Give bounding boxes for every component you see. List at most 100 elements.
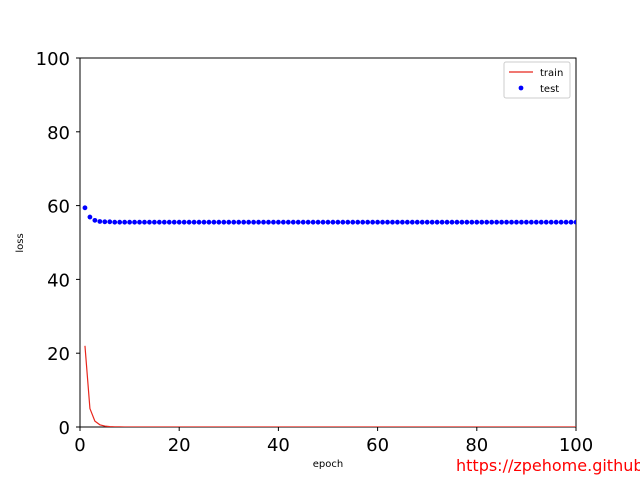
data-point-test	[261, 219, 266, 225]
data-point-test	[414, 219, 420, 225]
data-point-test	[548, 219, 554, 225]
data-point-test	[330, 219, 336, 225]
data-point-test	[276, 219, 281, 225]
y-axis: 0 20 40 60 80 100	[36, 49, 80, 439]
data-point-test	[528, 219, 534, 225]
data-point-test	[365, 219, 371, 225]
data-point-test	[216, 219, 222, 225]
data-point-test	[419, 219, 425, 225]
x-tick-label: 80	[465, 435, 488, 456]
data-point-test	[449, 219, 455, 225]
data-point-test	[504, 219, 509, 225]
data-point-test	[533, 219, 539, 225]
data-point-test	[558, 219, 564, 225]
data-point-test	[335, 219, 341, 225]
data-point-test	[340, 219, 346, 225]
data-point-test	[161, 219, 167, 225]
data-point-test	[524, 219, 529, 225]
data-point-test	[360, 219, 366, 225]
data-layer	[82, 205, 576, 427]
data-point-test	[117, 219, 123, 225]
data-point-test	[147, 219, 152, 225]
data-point-test	[290, 219, 296, 225]
data-point-test	[380, 219, 385, 225]
data-point-test	[176, 219, 182, 225]
data-point-test	[221, 219, 227, 225]
data-point-test	[102, 219, 108, 225]
data-point-test	[87, 214, 93, 220]
x-tick-label: 40	[267, 435, 290, 456]
data-point-test	[459, 219, 465, 225]
data-point-test	[211, 219, 217, 225]
y-tick-label: 80	[47, 123, 70, 144]
legend-test-label: test	[540, 84, 559, 95]
data-point-test	[568, 219, 574, 225]
data-point-test	[499, 219, 504, 225]
data-point-test	[122, 219, 128, 225]
data-point-test	[156, 219, 162, 225]
data-point-test	[191, 219, 197, 225]
data-point-test	[400, 219, 405, 225]
data-point-test	[464, 219, 470, 225]
data-point-test	[404, 219, 410, 225]
y-tick-label: 20	[47, 344, 70, 365]
data-point-test	[295, 219, 301, 225]
data-point-test	[132, 219, 137, 225]
data-point-test	[241, 219, 247, 225]
data-point-test	[181, 219, 187, 225]
data-point-test	[409, 219, 415, 225]
data-point-test	[97, 219, 103, 224]
data-point-test	[509, 219, 514, 225]
data-point-test	[429, 219, 435, 225]
data-point-test	[305, 219, 311, 225]
data-point-test	[166, 219, 172, 225]
data-point-test	[137, 219, 142, 225]
data-point-test	[285, 219, 291, 225]
data-point-test	[226, 219, 232, 225]
data-point-test	[454, 219, 460, 225]
data-point-test	[325, 219, 331, 225]
data-point-test	[434, 219, 440, 225]
data-point-test	[474, 219, 480, 225]
data-point-test	[196, 219, 202, 225]
data-point-test	[300, 219, 306, 225]
data-point-test	[553, 219, 559, 225]
data-point-test	[390, 219, 395, 225]
plot-frame	[79, 57, 577, 428]
data-point-test	[424, 219, 430, 225]
data-point-test	[484, 219, 490, 225]
data-point-test	[494, 219, 500, 225]
data-point-test	[246, 219, 252, 225]
data-point-test	[171, 219, 177, 225]
x-tick-label: 100	[559, 435, 593, 456]
watermark-link[interactable]: https://zpehome.github.io	[456, 456, 640, 475]
data-point-test	[256, 219, 261, 225]
data-point-test	[280, 219, 286, 225]
data-point-test	[271, 219, 276, 225]
data-point-test	[489, 219, 495, 225]
data-point-test	[92, 217, 98, 223]
data-point-test	[355, 219, 361, 225]
data-point-test	[469, 219, 475, 225]
data-point-test	[127, 219, 132, 225]
y-tick-label: 40	[47, 270, 70, 291]
x-axis-label: epoch	[313, 459, 343, 470]
data-point-test	[444, 219, 450, 225]
x-tick-label: 0	[74, 435, 85, 456]
data-point-test	[370, 219, 376, 225]
data-point-test	[186, 219, 192, 225]
data-point-test	[310, 219, 316, 225]
data-point-test	[350, 219, 356, 225]
plot-area	[79, 57, 577, 428]
data-point-test	[375, 219, 380, 225]
data-point-test	[315, 219, 321, 225]
x-axis: 0 20 40 60 80 100	[74, 427, 593, 456]
data-point-test	[231, 219, 237, 225]
data-point-test	[514, 219, 519, 225]
x-tick-label: 60	[366, 435, 389, 456]
series-line-train	[84, 345, 576, 427]
legend-train-label: train	[540, 68, 563, 79]
data-point-test	[395, 219, 400, 225]
y-axis-label: loss	[15, 233, 26, 252]
